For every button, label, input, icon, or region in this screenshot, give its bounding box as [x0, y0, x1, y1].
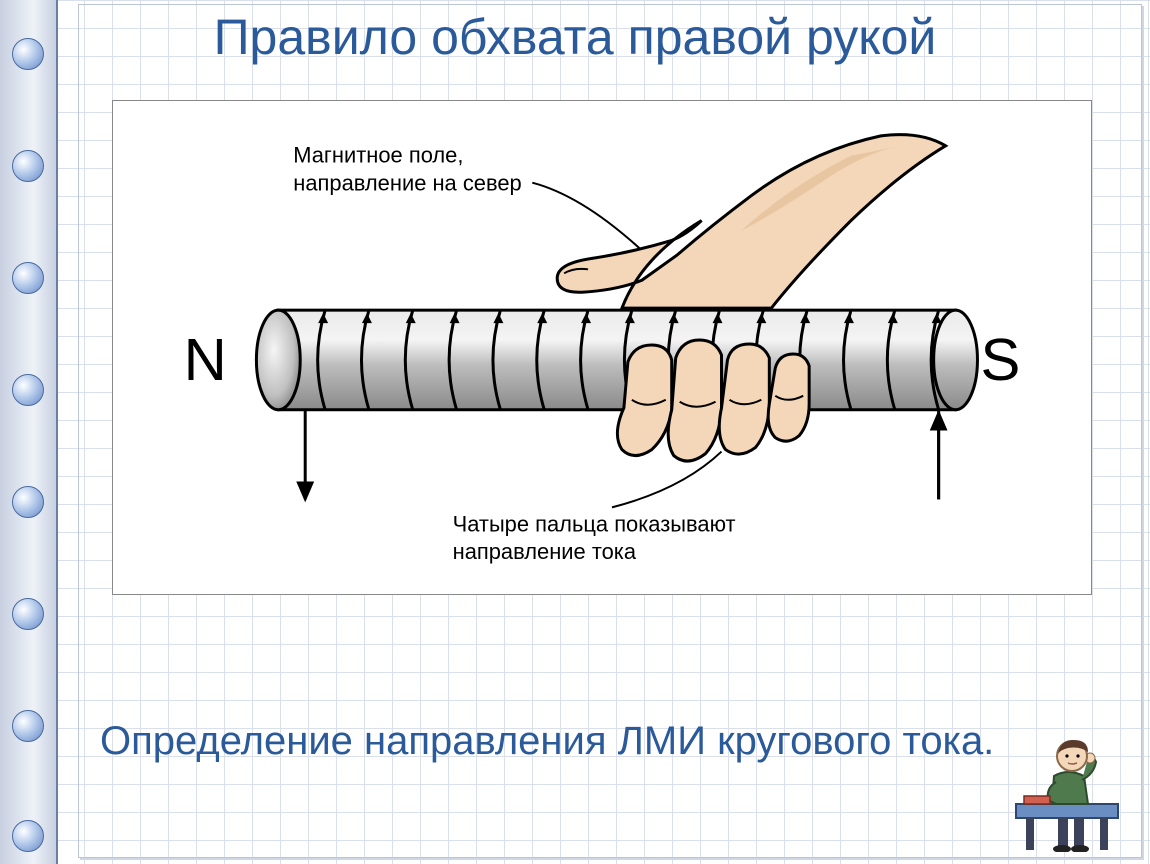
page-title: Правило обхвата правой рукой — [0, 8, 1150, 66]
student-cartoon — [1012, 732, 1122, 852]
leader-top — [532, 183, 642, 251]
label-fingers-current: Чатыре пальца показывают направление ток… — [453, 511, 740, 564]
spiral-binding — [0, 0, 58, 864]
pole-south: S — [980, 326, 1020, 393]
label-magnetic-field: Магнитное поле, направление на север — [293, 143, 521, 196]
pole-north: N — [184, 326, 227, 393]
right-hand — [557, 135, 945, 461]
diagram-panel: Магнитное поле, направление на север N S — [112, 100, 1092, 595]
leader-bottom — [612, 452, 722, 508]
subtitle: Определение направления ЛМИ кругового то… — [100, 719, 1090, 764]
solenoid — [256, 310, 977, 410]
